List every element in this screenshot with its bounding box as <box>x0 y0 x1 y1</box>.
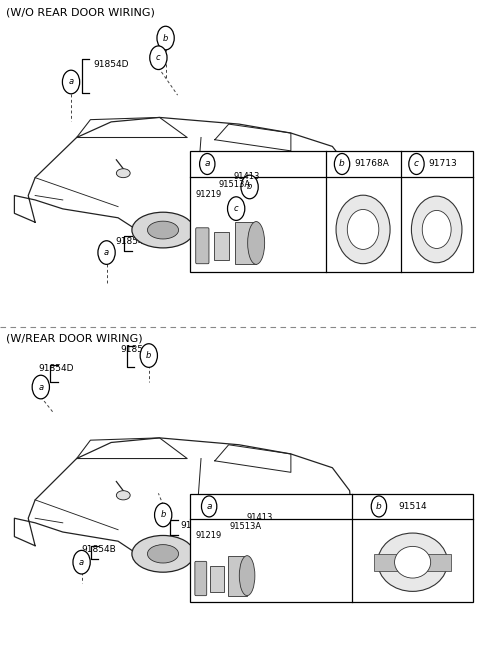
Text: 91219: 91219 <box>196 190 222 199</box>
Text: 91219: 91219 <box>196 531 222 541</box>
Ellipse shape <box>132 535 194 572</box>
Ellipse shape <box>336 195 390 264</box>
Circle shape <box>98 241 115 264</box>
Text: c: c <box>234 204 239 213</box>
Ellipse shape <box>395 546 431 578</box>
Text: (W/O REAR DOOR WIRING): (W/O REAR DOOR WIRING) <box>6 8 155 18</box>
Text: a: a <box>38 382 43 392</box>
Circle shape <box>73 550 90 574</box>
Circle shape <box>200 154 215 174</box>
Text: 91514: 91514 <box>398 502 427 511</box>
Circle shape <box>32 375 49 399</box>
FancyBboxPatch shape <box>196 228 209 264</box>
Ellipse shape <box>132 213 194 248</box>
Text: b: b <box>163 33 168 43</box>
Text: a: a <box>69 77 73 87</box>
FancyBboxPatch shape <box>210 565 224 592</box>
Text: (W/REAR DOOR WIRING): (W/REAR DOOR WIRING) <box>6 333 143 343</box>
Circle shape <box>62 70 80 94</box>
Text: 91854F: 91854F <box>120 345 154 354</box>
Bar <box>374 554 451 571</box>
Text: 91713: 91713 <box>428 159 457 169</box>
Text: 91413: 91413 <box>246 513 273 522</box>
Ellipse shape <box>248 222 264 264</box>
Text: 91854D: 91854D <box>94 60 129 69</box>
Circle shape <box>409 154 424 174</box>
Text: 91768A: 91768A <box>354 159 389 169</box>
Circle shape <box>241 175 258 199</box>
Text: 91854D: 91854D <box>38 363 74 373</box>
Ellipse shape <box>268 213 324 246</box>
Text: b: b <box>146 351 152 360</box>
FancyBboxPatch shape <box>235 222 256 264</box>
Ellipse shape <box>240 556 255 596</box>
Text: 91854B: 91854B <box>82 545 116 554</box>
Bar <box>190 494 473 602</box>
Text: c: c <box>414 159 419 169</box>
FancyBboxPatch shape <box>228 556 247 596</box>
Ellipse shape <box>268 536 324 570</box>
Ellipse shape <box>147 544 179 563</box>
Text: b: b <box>376 502 382 511</box>
Circle shape <box>202 496 217 517</box>
Ellipse shape <box>282 544 310 562</box>
Circle shape <box>228 197 245 220</box>
FancyBboxPatch shape <box>214 232 229 260</box>
Text: 91854B: 91854B <box>115 237 150 246</box>
Text: c: c <box>156 53 161 62</box>
Circle shape <box>140 344 157 367</box>
Bar <box>190 151 473 272</box>
Ellipse shape <box>411 196 462 262</box>
Ellipse shape <box>348 209 379 249</box>
Text: 91513A: 91513A <box>229 522 262 531</box>
Circle shape <box>155 503 172 527</box>
FancyBboxPatch shape <box>195 562 207 596</box>
Text: 91854E: 91854E <box>180 521 214 530</box>
Text: 91513A: 91513A <box>218 180 251 190</box>
Ellipse shape <box>116 169 130 178</box>
Text: b: b <box>160 510 166 520</box>
Ellipse shape <box>282 221 310 237</box>
Ellipse shape <box>147 221 179 239</box>
Text: 91413: 91413 <box>234 172 260 181</box>
Circle shape <box>335 154 350 174</box>
Ellipse shape <box>378 533 447 591</box>
Ellipse shape <box>116 491 130 500</box>
Circle shape <box>157 26 174 50</box>
Ellipse shape <box>422 211 451 249</box>
Text: a: a <box>204 159 210 169</box>
Text: b: b <box>339 159 345 169</box>
Circle shape <box>150 46 167 70</box>
Text: a: a <box>79 558 84 567</box>
Text: b: b <box>247 182 252 192</box>
Text: a: a <box>104 248 109 257</box>
Text: a: a <box>206 502 212 511</box>
Circle shape <box>371 496 386 517</box>
